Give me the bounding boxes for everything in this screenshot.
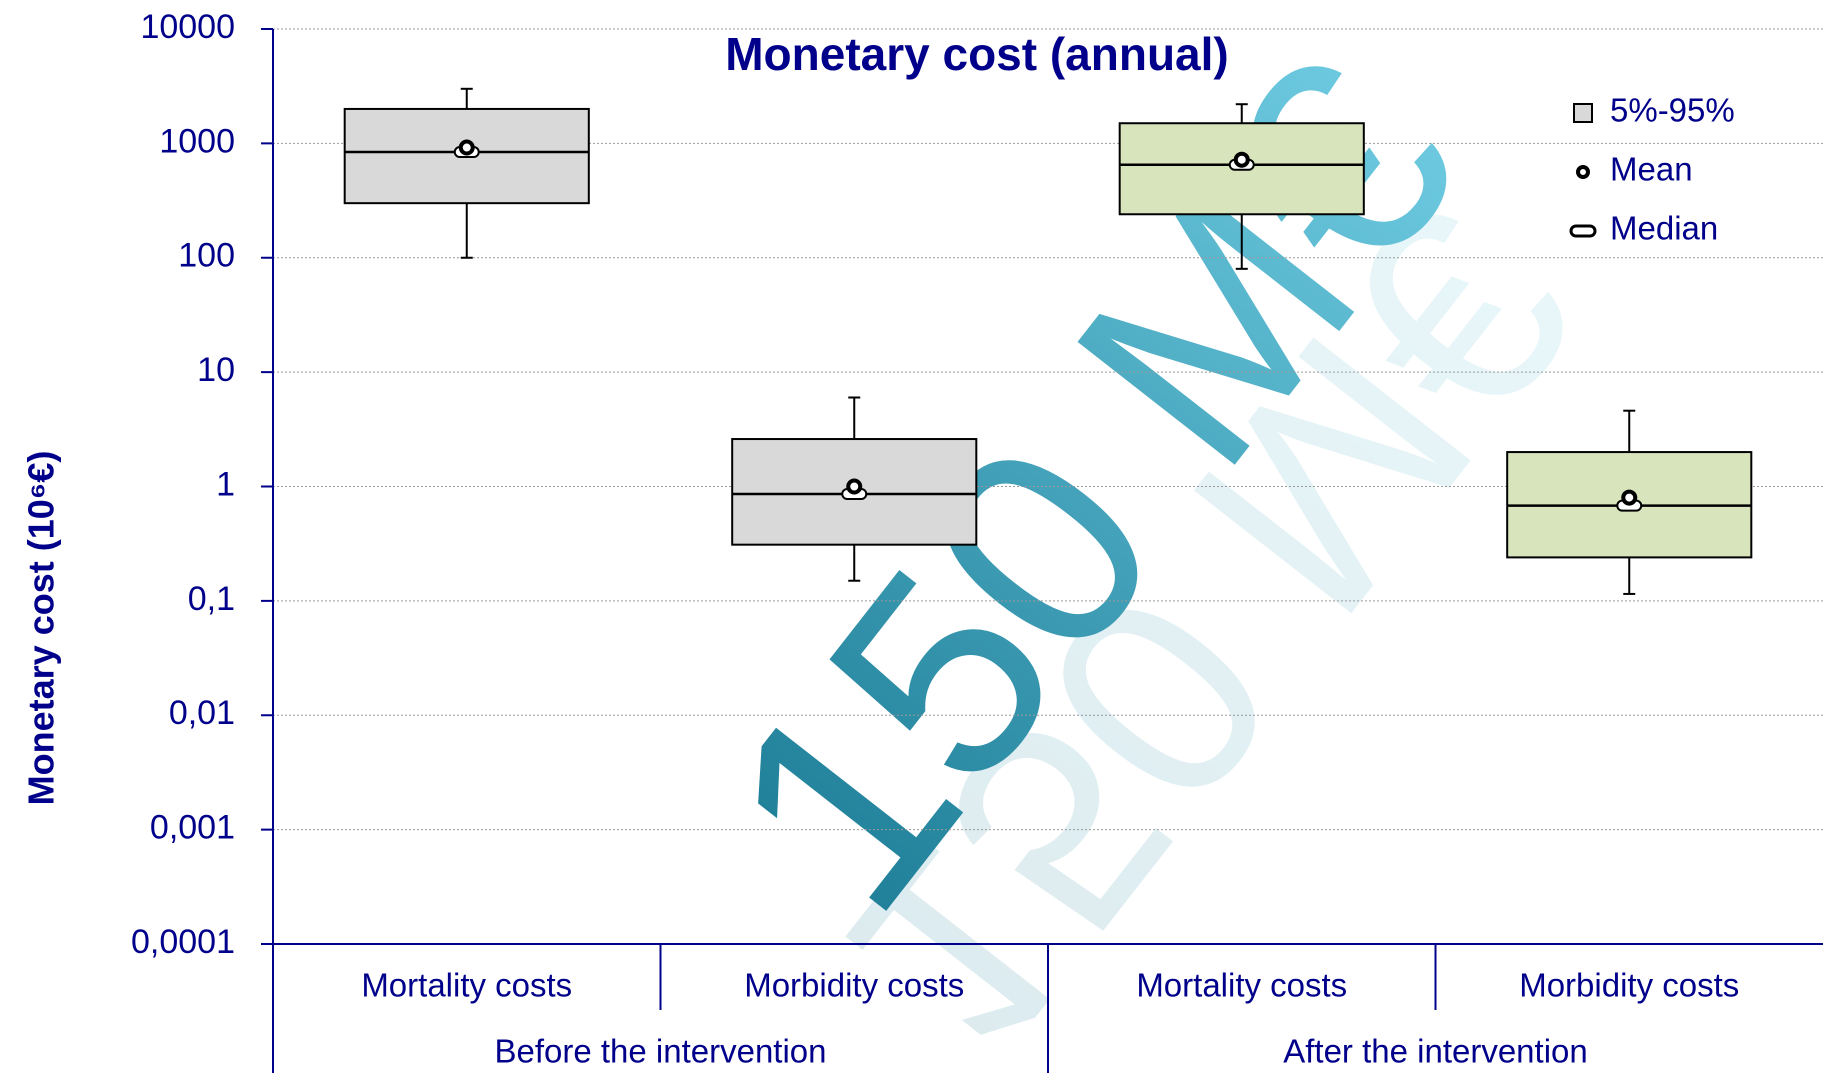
legend-label: Median [1610,210,1718,247]
chart-title: Monetary cost (annual) [725,28,1229,80]
x-tick-label: Morbidity costs [1519,967,1739,1004]
legend-mean-symbol [1576,165,1590,179]
x-tick-label: Morbidity costs [744,967,964,1004]
legend-box-symbol [1573,103,1593,123]
y-tick-label: 10000 [140,8,235,46]
y-tick-label: 1000 [159,122,235,160]
y-axis-label: Monetary cost (10⁶€) [21,451,62,806]
group-label: After the intervention [1283,1033,1588,1070]
legend-label: Mean [1610,151,1693,188]
y-tick-label: 0,01 [169,694,235,732]
legend-label: 5%-95% [1610,92,1735,129]
y-tick-label: 1 [216,465,235,503]
mean-marker [846,478,863,495]
legend-median-symbol [1569,224,1597,238]
mean-marker [1621,489,1638,506]
y-tick-label: 100 [178,237,235,275]
mean-marker [458,139,475,156]
y-tick-label: 0,001 [150,809,235,847]
x-tick-label: Mortality costs [361,967,572,1004]
y-tick-label: 10 [197,351,235,389]
y-tick-label: 0,0001 [131,923,235,961]
mean-marker [1233,151,1250,168]
group-label: Before the intervention [494,1033,826,1070]
y-tick-label: 0,1 [188,580,235,618]
x-tick-label: Mortality costs [1136,967,1347,1004]
